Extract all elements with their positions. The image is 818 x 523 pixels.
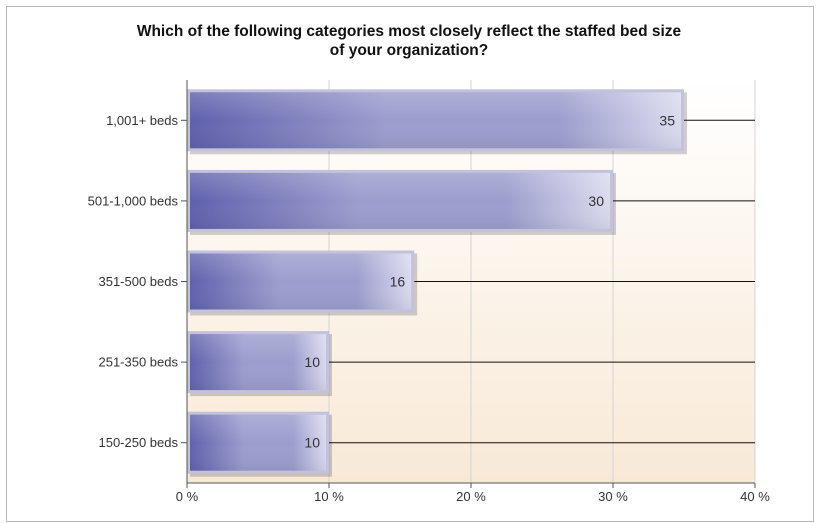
- x-tick-label: 40 %: [740, 489, 770, 504]
- category-label: 150-250 beds: [98, 435, 178, 450]
- chart-title-line-1: Which of the following categories most c…: [136, 23, 682, 40]
- category-label: 501-1,000 beds: [88, 193, 179, 208]
- x-tick-label: 10 %: [314, 489, 344, 504]
- bar-value-label: 30: [588, 193, 604, 209]
- category-label: 251-350 beds: [98, 355, 178, 370]
- x-tick-label: 30 %: [598, 489, 628, 504]
- bar-shine: [190, 253, 412, 310]
- bar-value-label: 10: [304, 435, 320, 451]
- x-tick-label: 0 %: [176, 489, 199, 504]
- bar-shine: [190, 172, 610, 229]
- bar-value-label: 16: [390, 274, 406, 290]
- category-label: 1,001+ beds: [106, 113, 178, 128]
- bar-value-label: 35: [659, 112, 675, 128]
- bar-value-label: 10: [304, 354, 320, 370]
- chart-title: Which of the following categories most c…: [0, 22, 818, 60]
- bar-shine: [190, 334, 326, 391]
- bar-shine: [190, 92, 681, 149]
- category-label: 351-500 beds: [98, 274, 178, 289]
- x-tick-label: 20 %: [456, 489, 486, 504]
- bar-shine: [190, 414, 326, 471]
- chart-title-line-2: of your organization?: [329, 42, 489, 59]
